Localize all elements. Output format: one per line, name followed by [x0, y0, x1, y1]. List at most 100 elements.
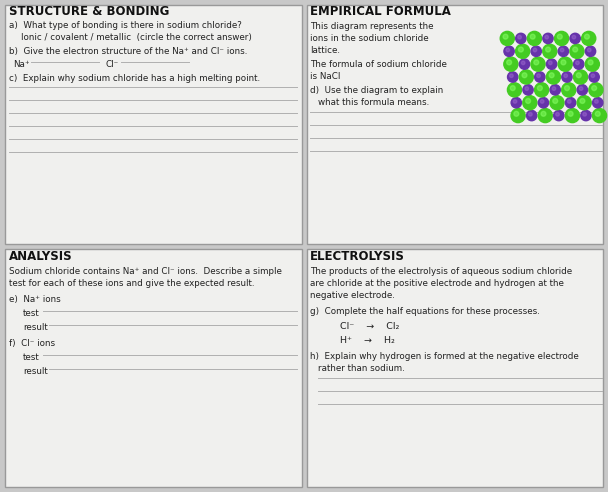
Circle shape — [530, 34, 535, 39]
Circle shape — [534, 83, 548, 97]
Circle shape — [543, 33, 553, 44]
Circle shape — [593, 97, 603, 108]
Circle shape — [528, 113, 532, 116]
Circle shape — [500, 31, 514, 45]
Circle shape — [565, 109, 579, 123]
Circle shape — [552, 87, 556, 91]
Circle shape — [525, 87, 528, 91]
Bar — [5, 5, 302, 244]
Circle shape — [582, 31, 596, 45]
Circle shape — [518, 35, 522, 39]
Circle shape — [556, 113, 559, 116]
Text: a)  What type of bonding is there in sodium chloride?: a) What type of bonding is there in sodi… — [9, 21, 242, 30]
Circle shape — [534, 60, 539, 65]
Circle shape — [516, 44, 530, 59]
Bar — [306, 248, 603, 487]
Circle shape — [519, 59, 530, 69]
Text: Na⁺: Na⁺ — [13, 60, 30, 69]
Circle shape — [513, 99, 517, 103]
Text: ELECTROLYSIS: ELECTROLYSIS — [310, 250, 405, 263]
Text: are chloride at the positive electrode and hydrogen at the: are chloride at the positive electrode a… — [310, 279, 564, 288]
Text: test: test — [23, 309, 40, 318]
Circle shape — [534, 72, 545, 82]
Circle shape — [510, 74, 513, 78]
Circle shape — [565, 97, 576, 108]
Circle shape — [595, 111, 600, 116]
Circle shape — [531, 46, 541, 57]
Circle shape — [527, 31, 542, 45]
Text: what this formula means.: what this formula means. — [318, 98, 429, 107]
Text: f)  Cl⁻ ions: f) Cl⁻ ions — [9, 339, 55, 348]
Circle shape — [573, 47, 578, 52]
Circle shape — [519, 70, 533, 84]
Circle shape — [567, 99, 571, 103]
Circle shape — [514, 111, 519, 116]
Circle shape — [511, 109, 525, 123]
Circle shape — [577, 95, 591, 110]
Bar — [5, 248, 302, 487]
Circle shape — [510, 86, 515, 91]
Circle shape — [588, 60, 593, 65]
Circle shape — [537, 86, 542, 91]
Circle shape — [531, 57, 545, 71]
Circle shape — [506, 48, 510, 52]
Circle shape — [558, 46, 568, 57]
Circle shape — [527, 110, 537, 121]
Circle shape — [561, 48, 564, 52]
Circle shape — [523, 85, 533, 95]
Circle shape — [581, 110, 591, 121]
Circle shape — [576, 61, 579, 64]
Circle shape — [506, 60, 511, 65]
Circle shape — [558, 57, 572, 71]
Circle shape — [538, 109, 552, 123]
Circle shape — [547, 70, 561, 84]
Text: e)  Na⁺ ions: e) Na⁺ ions — [9, 295, 61, 304]
Circle shape — [503, 34, 508, 39]
Bar — [306, 5, 603, 244]
Circle shape — [570, 44, 584, 59]
Text: The products of the electrolysis of aqueous sodium chloride: The products of the electrolysis of aque… — [310, 267, 572, 276]
Text: c)  Explain why sodium chloride has a high melting point.: c) Explain why sodium chloride has a hig… — [9, 74, 260, 83]
Circle shape — [533, 48, 537, 52]
Circle shape — [592, 109, 607, 123]
Text: ions in the sodium chloride: ions in the sodium chloride — [310, 34, 429, 43]
Circle shape — [550, 85, 561, 95]
Text: H⁺    →    H₂: H⁺ → H₂ — [340, 336, 395, 345]
Text: Cl⁻    →    Cl₂: Cl⁻ → Cl₂ — [340, 322, 399, 331]
Circle shape — [562, 83, 576, 97]
Circle shape — [589, 72, 599, 82]
Circle shape — [554, 110, 564, 121]
Circle shape — [516, 33, 526, 44]
Circle shape — [592, 86, 596, 91]
Circle shape — [545, 35, 548, 39]
Text: negative electrode.: negative electrode. — [310, 291, 395, 300]
Text: g)  Complete the half equations for these processes.: g) Complete the half equations for these… — [310, 307, 540, 316]
Circle shape — [519, 47, 523, 52]
Text: Ionic / covalent / metallic  (circle the correct answer): Ionic / covalent / metallic (circle the … — [21, 33, 252, 42]
Circle shape — [568, 111, 573, 116]
Circle shape — [587, 48, 591, 52]
Text: b)  Give the electron structure of the Na⁺ and Cl⁻ ions.: b) Give the electron structure of the Na… — [9, 47, 247, 56]
Text: EMPIRICAL FORMULA: EMPIRICAL FORMULA — [310, 5, 451, 18]
Text: STRUCTURE & BONDING: STRUCTURE & BONDING — [9, 5, 170, 18]
Circle shape — [576, 73, 581, 78]
Circle shape — [523, 95, 537, 110]
Circle shape — [572, 35, 576, 39]
Text: result: result — [23, 367, 48, 376]
Circle shape — [583, 113, 587, 116]
Circle shape — [564, 74, 567, 78]
Text: result: result — [23, 323, 48, 332]
Text: The formula of sodium chloride: The formula of sodium chloride — [310, 60, 447, 69]
Circle shape — [577, 85, 587, 95]
Circle shape — [579, 87, 583, 91]
Circle shape — [573, 70, 587, 84]
Text: This diagram represents the: This diagram represents the — [310, 22, 434, 31]
Circle shape — [589, 83, 603, 97]
Text: ANALYSIS: ANALYSIS — [9, 250, 72, 263]
Text: d)  Use the diagram to explain: d) Use the diagram to explain — [310, 86, 443, 95]
Circle shape — [504, 57, 518, 71]
Circle shape — [584, 34, 589, 39]
Circle shape — [558, 34, 562, 39]
Circle shape — [591, 74, 595, 78]
Text: rather than sodium.: rather than sodium. — [318, 364, 405, 373]
